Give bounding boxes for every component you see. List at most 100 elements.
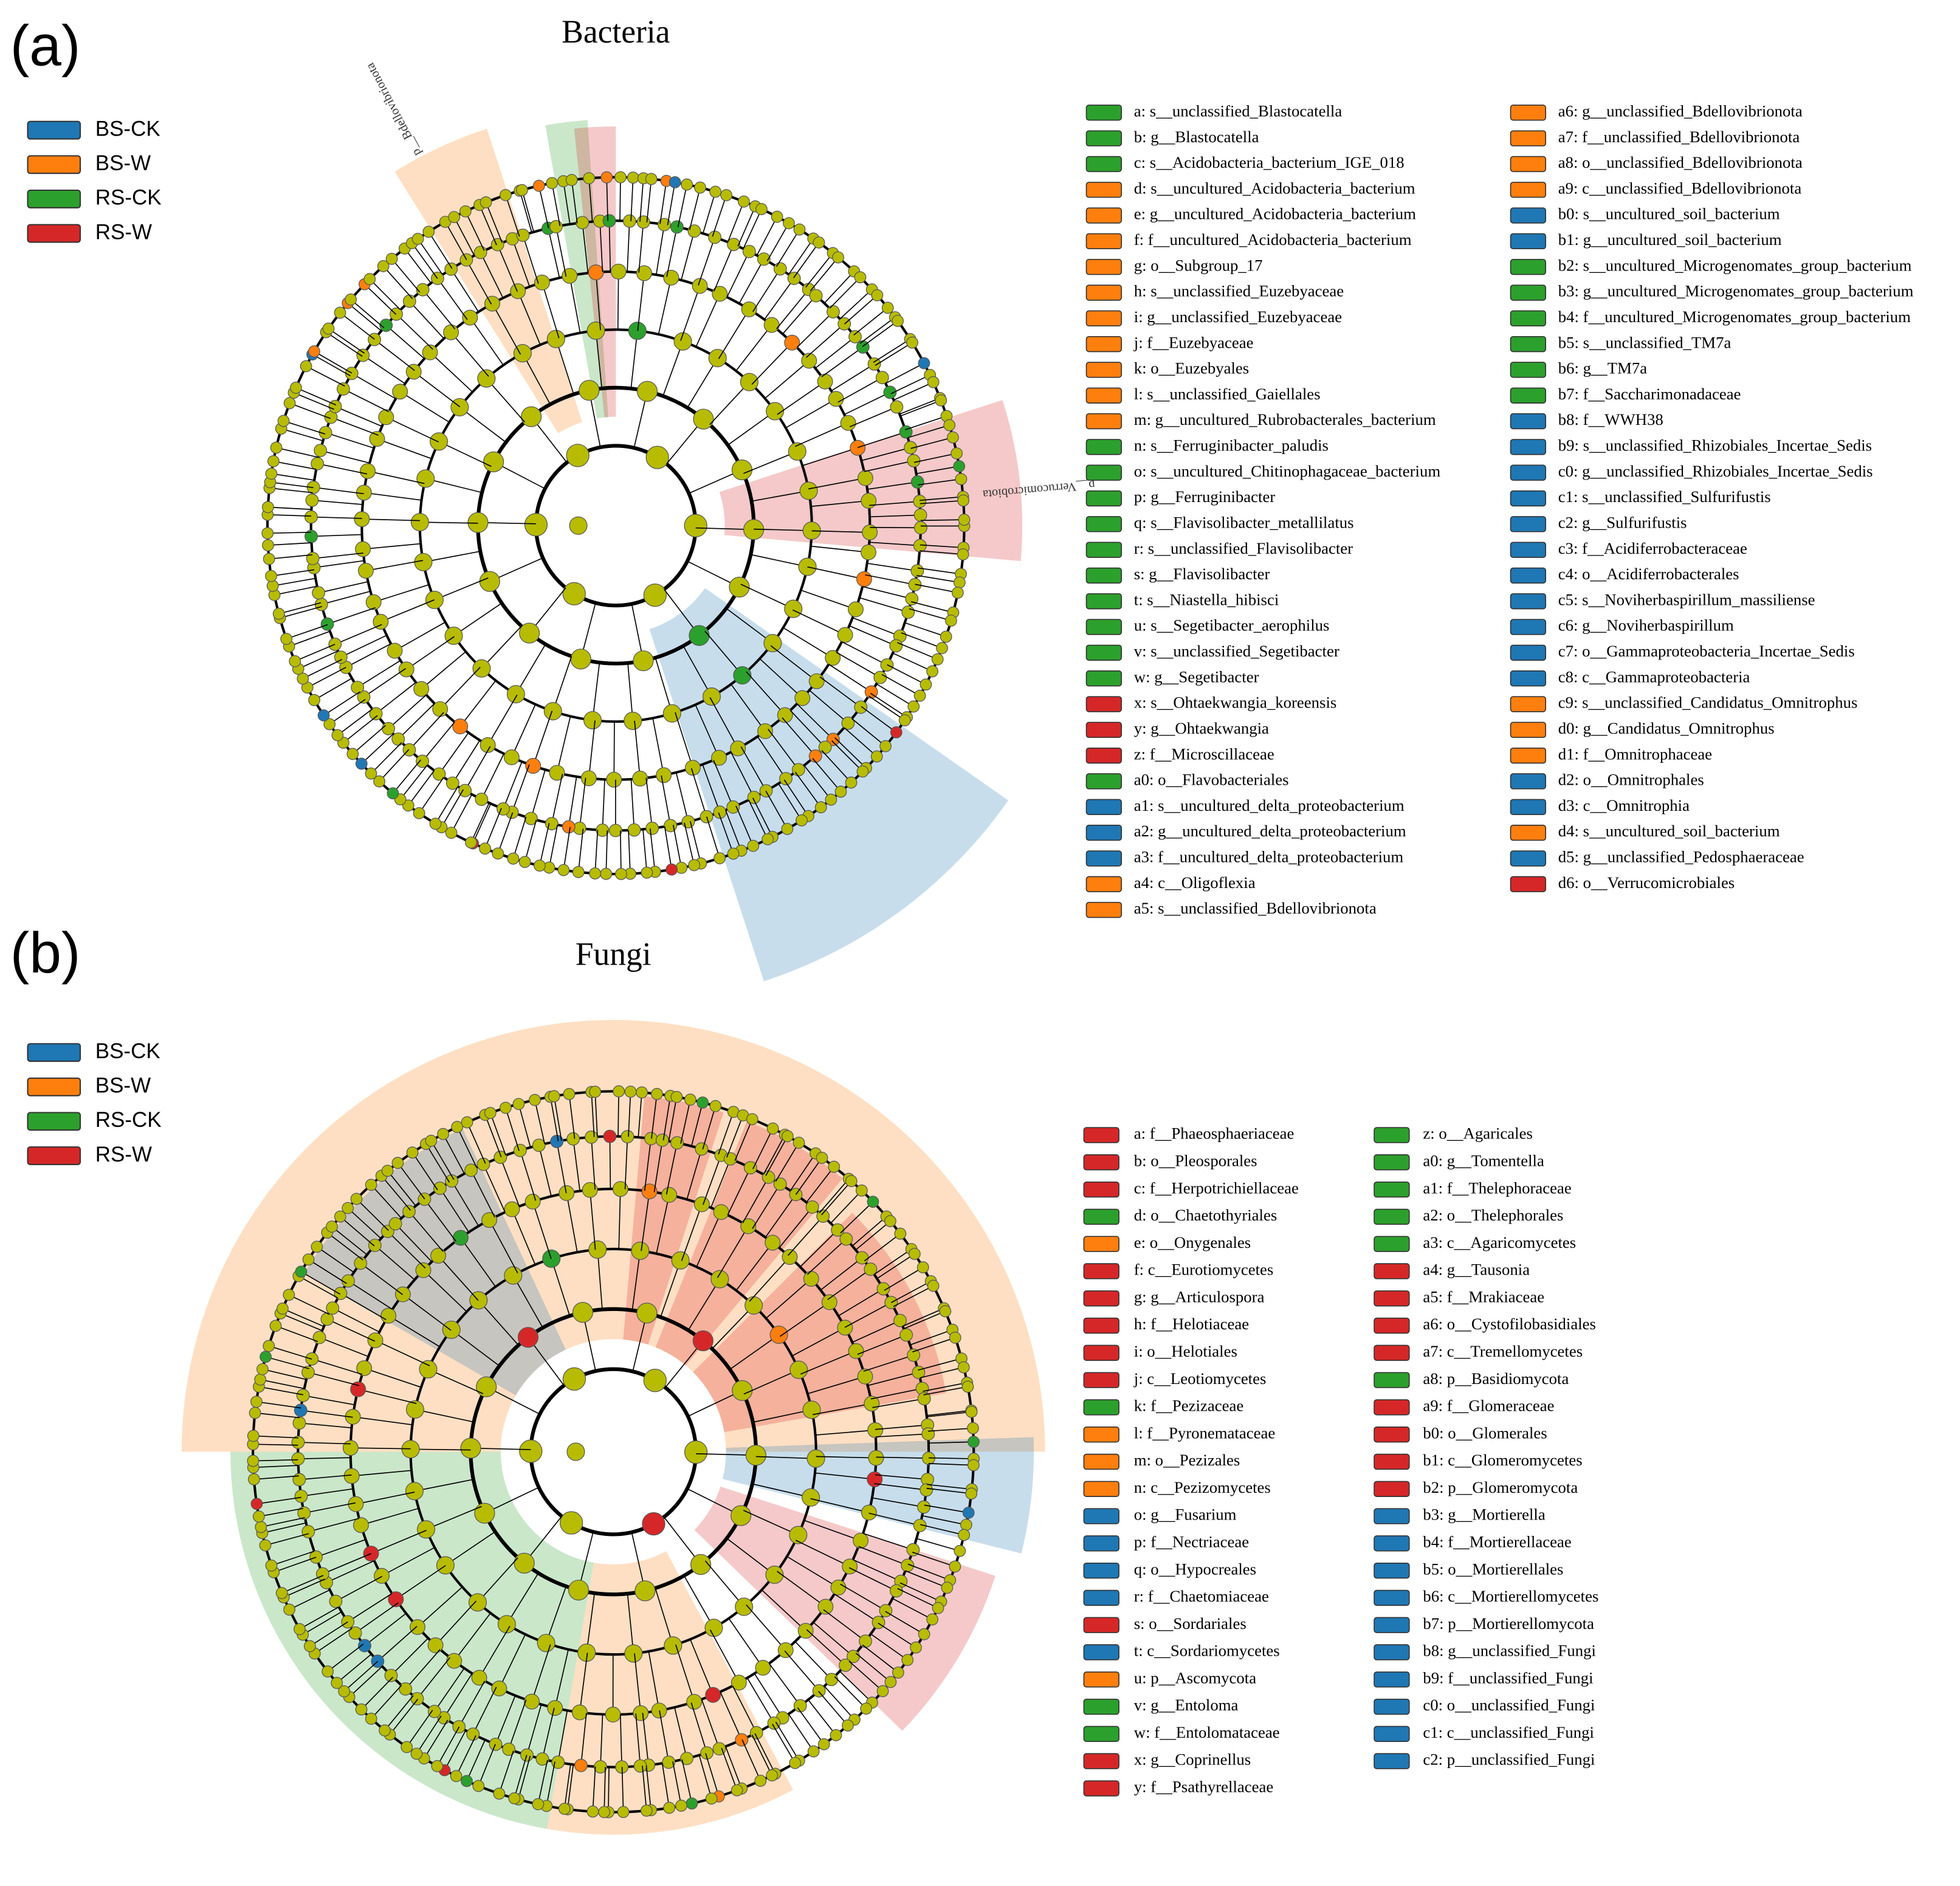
ring <box>529 1367 698 1537</box>
branch <box>267 542 312 546</box>
branch <box>689 821 702 864</box>
node <box>476 1376 497 1397</box>
branch <box>605 830 608 874</box>
branch <box>267 514 311 517</box>
branch <box>905 1570 947 1589</box>
node <box>596 823 610 837</box>
node <box>302 1253 315 1266</box>
branch <box>255 1412 300 1419</box>
branch <box>725 1746 743 1789</box>
branch <box>795 1540 850 1568</box>
branch <box>261 1517 305 1528</box>
node <box>388 1217 402 1231</box>
node <box>280 633 293 645</box>
branch <box>478 1625 511 1678</box>
branch <box>797 1707 825 1745</box>
branch <box>469 317 504 366</box>
branch <box>451 1180 480 1227</box>
node <box>433 1182 447 1195</box>
node <box>723 1152 737 1166</box>
node <box>413 681 430 697</box>
branch <box>355 1602 399 1634</box>
branch <box>556 716 571 773</box>
node <box>694 181 706 194</box>
branch <box>763 1134 786 1175</box>
node <box>462 309 478 326</box>
node <box>864 1262 878 1276</box>
node <box>249 1406 261 1419</box>
node <box>808 749 822 763</box>
node <box>779 772 793 786</box>
taxon-label: b7: f__Saccharimonadaceae <box>1558 385 1741 403</box>
branch <box>380 599 435 622</box>
branch <box>855 1653 891 1683</box>
branch <box>595 330 603 389</box>
branch <box>308 1259 347 1284</box>
node <box>379 318 393 332</box>
node <box>368 1239 382 1252</box>
node <box>572 1302 594 1323</box>
node <box>524 1193 541 1210</box>
taxon-label: b: g__Blastocatella <box>1134 128 1259 146</box>
taxon-label: a7: c__Tremellomycetes <box>1423 1342 1583 1360</box>
branch <box>720 1692 743 1740</box>
root-node <box>569 516 588 535</box>
node <box>460 1437 481 1459</box>
node <box>621 1130 634 1144</box>
node <box>558 1803 571 1815</box>
node <box>443 324 459 340</box>
branch <box>754 528 812 531</box>
legend-label: RS-W <box>95 220 152 244</box>
node <box>563 1088 576 1100</box>
branch <box>253 1475 299 1480</box>
taxon-label: z: o__Agaricales <box>1423 1124 1532 1143</box>
branch <box>455 1735 476 1777</box>
node <box>813 236 825 249</box>
branch <box>639 178 644 222</box>
node <box>708 349 727 368</box>
node <box>853 1532 869 1549</box>
branch <box>683 645 712 697</box>
branch <box>776 289 810 329</box>
node <box>913 508 927 522</box>
taxon-label: c: s__Acidobacteria_bacterium_IGE_018 <box>1134 153 1405 171</box>
taxon-swatch <box>1510 542 1547 558</box>
node <box>797 1623 814 1639</box>
node <box>289 655 301 667</box>
branch <box>388 694 427 729</box>
node <box>644 1132 658 1146</box>
node <box>957 494 969 507</box>
node <box>830 1729 842 1741</box>
branch <box>870 1633 908 1661</box>
branch <box>766 222 789 261</box>
taxon-label: u: s__Segetibacter_aerophilus <box>1134 616 1330 635</box>
taxon-label: c2: g__Sulfurifustis <box>1558 513 1687 531</box>
node <box>346 748 359 760</box>
branch <box>480 252 504 298</box>
branch <box>357 659 401 688</box>
branch <box>844 295 878 325</box>
node <box>422 225 435 238</box>
node <box>839 1658 852 1672</box>
node <box>633 1759 647 1773</box>
node <box>931 653 944 666</box>
node <box>856 765 869 778</box>
branch <box>289 630 331 647</box>
taxon-label: t: c__Sordariomycetes <box>1134 1642 1280 1660</box>
branch <box>727 201 744 243</box>
branch <box>294 644 335 662</box>
branch <box>381 1175 411 1211</box>
taxon-swatch <box>1085 259 1122 275</box>
taxon-label: a1: s__uncultured_delta_proteobacterium <box>1134 796 1405 814</box>
branch <box>253 1459 298 1462</box>
branch <box>920 500 964 504</box>
branch <box>303 1395 355 1406</box>
node <box>356 1360 373 1377</box>
branch <box>592 663 600 721</box>
taxon-label: c0: g__unclassified_Rhizobiales_Incertae… <box>1558 462 1873 480</box>
branch <box>893 1285 934 1307</box>
node <box>700 810 714 824</box>
node <box>789 1757 802 1769</box>
branch <box>803 1519 861 1541</box>
branch <box>681 230 695 281</box>
